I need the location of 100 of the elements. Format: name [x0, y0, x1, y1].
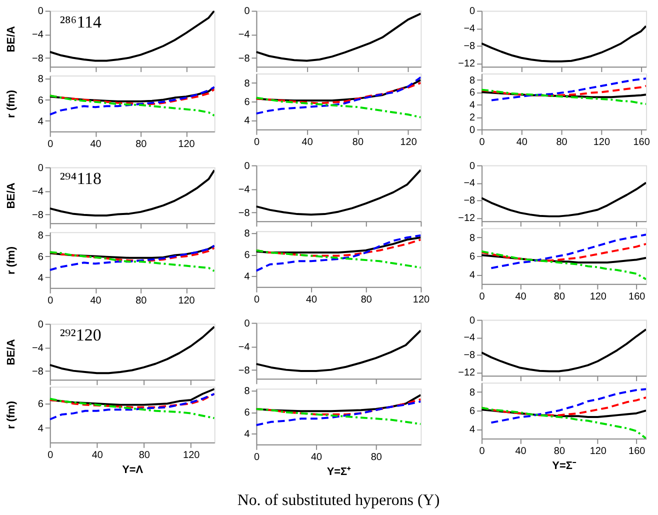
line-series	[482, 328, 646, 372]
line-series	[50, 169, 214, 216]
x-tick-label: 80	[138, 450, 150, 461]
y-tick-label: 6	[470, 406, 476, 418]
x-tick-label: 120	[178, 138, 196, 150]
y-tick-label: 0	[470, 160, 476, 172]
y-tick-label: 6	[244, 96, 250, 108]
y-axis-title: r (fm)	[5, 90, 18, 118]
y-tick-label: −8	[238, 53, 250, 64]
x-tick-label: 80	[360, 294, 372, 306]
x-tick-label: 40	[302, 136, 314, 148]
y-tick-label: −8	[464, 41, 476, 52]
y-tick-label: −4	[464, 24, 476, 35]
line-series	[256, 236, 421, 254]
y-tick-label: 6	[470, 88, 476, 99]
y-tick-label: 4	[470, 424, 476, 436]
y-tick-label: 6	[470, 251, 476, 262]
line-series	[482, 88, 646, 105]
y-tick-label: −4	[464, 178, 476, 190]
line-series	[482, 182, 646, 218]
y-tick-label: −12	[458, 368, 476, 379]
y-tick-label: −4	[238, 30, 250, 41]
y-tick-label: 0	[38, 162, 44, 174]
x-axis-title: Y=Σ⁻	[552, 460, 576, 472]
y-tick-label: 0	[38, 6, 44, 18]
y-tick-label: 4	[244, 429, 250, 440]
y-tick-label: −8	[32, 210, 44, 221]
x-tick-label: 160	[628, 446, 646, 457]
x-tick-label: 80	[370, 452, 382, 463]
y-tick-label: 4	[470, 100, 476, 112]
y-tick-label: −4	[238, 184, 250, 196]
x-tick-label: 0	[48, 295, 54, 306]
x-tick-label: 0	[48, 138, 54, 150]
line-series	[490, 234, 646, 270]
y-tick-label: 8	[38, 230, 44, 242]
x-tick-label: 0	[479, 446, 486, 457]
y-tick-label: 4	[244, 116, 250, 127]
y-axis-title: r (fm)	[5, 400, 18, 430]
x-tick-label: 40	[516, 136, 528, 148]
line-series	[256, 76, 421, 115]
y-tick-label: 0	[38, 319, 44, 330]
x-tick-label: 40	[90, 138, 102, 150]
x-tick-label: 120	[590, 291, 607, 302]
y-tick-label: 4	[38, 272, 44, 284]
x-tick-label: 80	[136, 295, 148, 306]
y-tick-label: 4	[470, 270, 476, 282]
x-tick-label: 40	[515, 446, 527, 457]
y-axis-title: BE/A	[5, 26, 18, 52]
y-tick-label: 8	[38, 74, 44, 86]
y-tick-label: 6	[38, 399, 44, 410]
x-tick-label: 80	[352, 136, 364, 148]
x-tick-label: 120	[178, 295, 196, 306]
y-tick-label: −4	[238, 342, 250, 353]
line-series	[482, 242, 646, 262]
y-tick-label: −4	[32, 342, 44, 354]
y-tick-label: −12	[458, 58, 476, 70]
x-tick-label: 40	[90, 295, 102, 306]
line-series	[490, 388, 646, 424]
y-tick-label: −4	[32, 30, 44, 41]
y-tick-label: 4	[38, 423, 44, 434]
x-tick-label: 120	[412, 294, 430, 306]
y-tick-label: 0	[470, 6, 476, 18]
y-tick-label: −12	[458, 213, 476, 224]
line-series	[50, 392, 214, 420]
y-tick-label: 6	[244, 250, 250, 262]
y-tick-label: −4	[32, 186, 44, 198]
line-series	[50, 10, 214, 62]
x-tick-label: 120	[400, 136, 418, 148]
y-tick-label: 0	[244, 160, 250, 172]
x-tick-label: 80	[554, 446, 566, 457]
x-tick-label: 120	[593, 136, 610, 148]
y-tick-label: 0	[470, 315, 476, 326]
x-tick-label: 40	[515, 291, 527, 302]
x-tick-label: 160	[633, 136, 650, 148]
y-axis-title: BE/A	[5, 339, 18, 366]
y-tick-label: 8	[470, 387, 476, 398]
x-tick-label: 40	[306, 294, 318, 306]
line-series	[256, 249, 421, 269]
y-tick-label: 6	[244, 408, 250, 419]
y-tick-label: −4	[464, 332, 476, 344]
line-series	[256, 234, 421, 272]
x-axis-title: Y=Λ	[122, 464, 144, 476]
x-tick-label: 0	[479, 136, 486, 148]
line-series	[256, 408, 421, 426]
y-tick-label: 0	[244, 318, 250, 330]
x-tick-label: 40	[311, 452, 323, 463]
y-tick-label: 8	[244, 228, 250, 240]
line-series	[256, 329, 421, 372]
x-tick-label: 40	[92, 450, 104, 461]
x-tick-label: 120	[590, 446, 607, 457]
line-series	[50, 246, 214, 262]
line-series	[50, 94, 214, 117]
y-tick-label: 2	[470, 112, 476, 124]
x-tick-label: 80	[554, 291, 566, 302]
line-series	[50, 86, 214, 116]
line-series	[256, 12, 421, 62]
line-series	[482, 84, 646, 96]
x-tick-label: 0	[254, 294, 260, 306]
y-axis-title: BE/A	[5, 182, 18, 209]
y-tick-label: −8	[238, 208, 250, 219]
